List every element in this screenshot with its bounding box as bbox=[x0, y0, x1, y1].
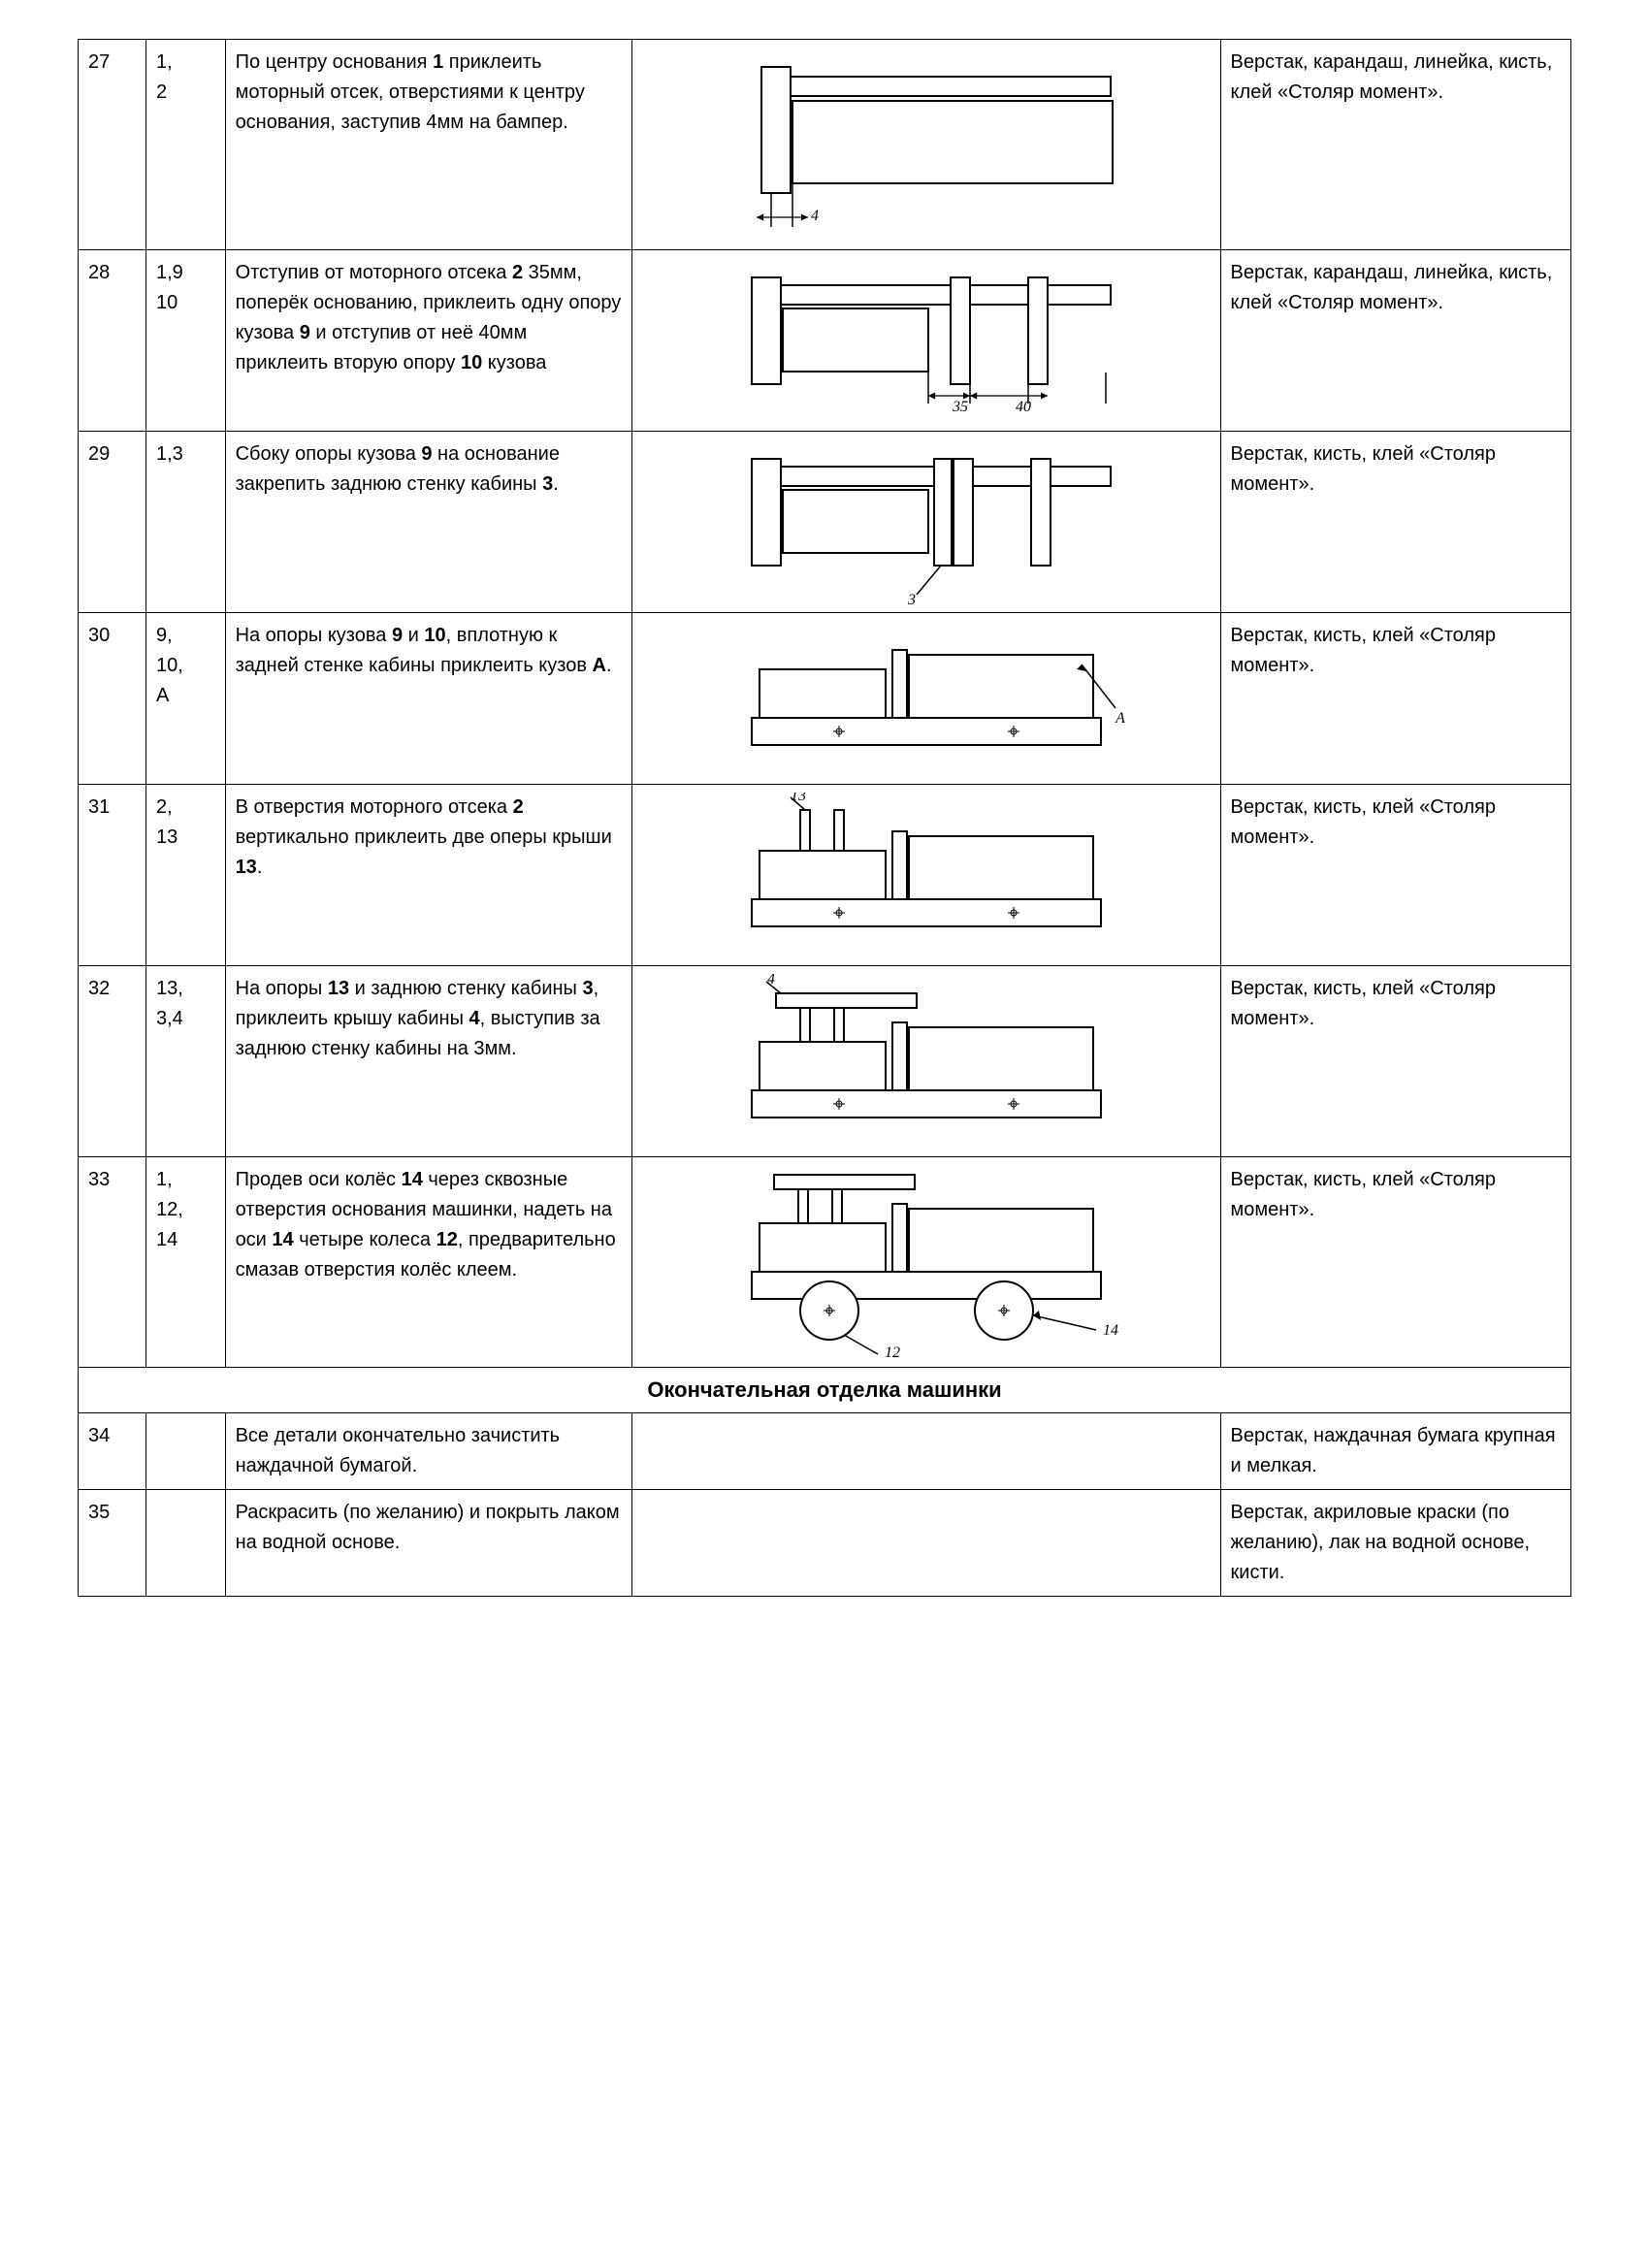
step-diagram: 12 14 bbox=[632, 1157, 1220, 1368]
step-parts: 13,3,4 bbox=[146, 966, 225, 1157]
step-tools: Верстак, кисть, клей «Столяр момент». bbox=[1220, 613, 1570, 785]
step-diagram: 4 bbox=[632, 966, 1220, 1157]
step-diagram: 3 bbox=[632, 432, 1220, 613]
svg-text:4: 4 bbox=[767, 974, 775, 988]
step-parts bbox=[146, 1490, 225, 1597]
step-parts: 1,910 bbox=[146, 250, 225, 432]
table-row: 29 1,3 Сбоку опоры кузова 9 на основание… bbox=[79, 432, 1571, 613]
svg-text:40: 40 bbox=[1016, 399, 1031, 415]
step-number: 30 bbox=[79, 613, 146, 785]
step-number: 35 bbox=[79, 1490, 146, 1597]
step-instruction: По центру основания 1 приклеить моторный… bbox=[225, 40, 632, 250]
step-parts: 2,13 bbox=[146, 785, 225, 966]
step-parts: 1,2 bbox=[146, 40, 225, 250]
step-instruction: На опоры кузова 9 и 10, вплотную к задне… bbox=[225, 613, 632, 785]
step-number: 32 bbox=[79, 966, 146, 1157]
step-diagram: 4 bbox=[632, 40, 1220, 250]
svg-text:3: 3 bbox=[907, 592, 916, 604]
step-number: 29 bbox=[79, 432, 146, 613]
step-parts: 1,3 bbox=[146, 432, 225, 613]
step-diagram: 35 40 bbox=[632, 250, 1220, 432]
instruction-table: 27 1,2 По центру основания 1 приклеить м… bbox=[78, 39, 1571, 1597]
table-row: 33 1,12,14 Продев оси колёс 14 через скв… bbox=[79, 1157, 1571, 1368]
step-number: 34 bbox=[79, 1413, 146, 1490]
step-diagram: А bbox=[632, 613, 1220, 785]
step-instruction: На опоры 13 и заднюю стенку кабины 3, пр… bbox=[225, 966, 632, 1157]
step-parts bbox=[146, 1413, 225, 1490]
step-instruction: Раскрасить (по желанию) и покрыть лаком … bbox=[225, 1490, 632, 1597]
step-tools: Верстак, кисть, клей «Столяр момент». bbox=[1220, 432, 1570, 613]
step-tools: Верстак, кисть, клей «Столяр момент». bbox=[1220, 1157, 1570, 1368]
table-row: 32 13,3,4 На опоры 13 и заднюю стенку ка… bbox=[79, 966, 1571, 1157]
step-instruction: Сбоку опоры кузова 9 на основание закреп… bbox=[225, 432, 632, 613]
table-row: 34 Все детали окончательно зачистить наж… bbox=[79, 1413, 1571, 1490]
step-tools: Верстак, наждачная бумага крупная и мелк… bbox=[1220, 1413, 1570, 1490]
svg-text:12: 12 bbox=[885, 1345, 900, 1359]
step-tools: Верстак, кисть, клей «Столяр момент». bbox=[1220, 966, 1570, 1157]
svg-text:35: 35 bbox=[952, 399, 968, 415]
step-instruction: Отступив от моторного отсека 2 35мм, поп… bbox=[225, 250, 632, 432]
step-tools: Верстак, карандаш, линейка, кисть, клей … bbox=[1220, 250, 1570, 432]
step-tools: Верстак, акриловые краски (по желанию), … bbox=[1220, 1490, 1570, 1597]
step-diagram bbox=[632, 1413, 1220, 1490]
step-number: 28 bbox=[79, 250, 146, 432]
table-row: 35 Раскрасить (по желанию) и покрыть лак… bbox=[79, 1490, 1571, 1597]
step-number: 33 bbox=[79, 1157, 146, 1368]
table-row: 28 1,910 Отступив от моторного отсека 2 … bbox=[79, 250, 1571, 432]
step-tools: Верстак, карандаш, линейка, кисть, клей … bbox=[1220, 40, 1570, 250]
table-row: 30 9,10,А На опоры кузова 9 и 10, вплотн… bbox=[79, 613, 1571, 785]
section-header: Окончательная отделка машинки bbox=[79, 1368, 1571, 1413]
step-instruction: Все детали окончательно зачистить наждач… bbox=[225, 1413, 632, 1490]
step-diagram: 13 bbox=[632, 785, 1220, 966]
svg-text:13: 13 bbox=[791, 793, 806, 804]
step-number: 31 bbox=[79, 785, 146, 966]
table-row: 27 1,2 По центру основания 1 приклеить м… bbox=[79, 40, 1571, 250]
step-parts: 9,10,А bbox=[146, 613, 225, 785]
step-diagram bbox=[632, 1490, 1220, 1597]
step-number: 27 bbox=[79, 40, 146, 250]
step-tools: Верстак, кисть, клей «Столяр момент». bbox=[1220, 785, 1570, 966]
svg-text:А: А bbox=[1115, 710, 1125, 727]
svg-text:14: 14 bbox=[1103, 1322, 1118, 1339]
table-row: 31 2,13 В отверстия моторного отсека 2 в… bbox=[79, 785, 1571, 966]
step-parts: 1,12,14 bbox=[146, 1157, 225, 1368]
step-instruction: В отверстия моторного отсека 2 вертикаль… bbox=[225, 785, 632, 966]
svg-text:4: 4 bbox=[811, 208, 819, 224]
step-instruction: Продев оси колёс 14 через сквозные отвер… bbox=[225, 1157, 632, 1368]
